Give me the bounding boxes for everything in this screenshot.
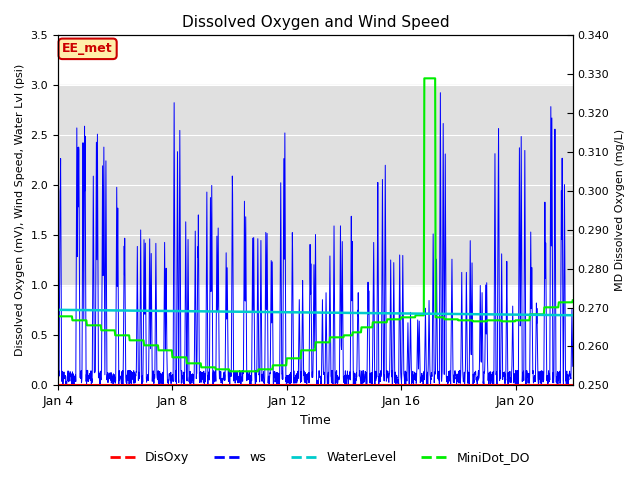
Title: Dissolved Oxygen and Wind Speed: Dissolved Oxygen and Wind Speed <box>182 15 449 30</box>
Y-axis label: Dissolved Oxygen (mV), Wind Speed, Water Lvl (psi): Dissolved Oxygen (mV), Wind Speed, Water… <box>15 64 25 357</box>
Text: EE_met: EE_met <box>62 42 113 55</box>
Y-axis label: MD Dissolved Oxygen (mg/L): MD Dissolved Oxygen (mg/L) <box>615 129 625 291</box>
Bar <box>58 85 573 285</box>
Legend: DisOxy, ws, WaterLevel, MiniDot_DO: DisOxy, ws, WaterLevel, MiniDot_DO <box>105 446 535 469</box>
X-axis label: Time: Time <box>300 414 331 427</box>
